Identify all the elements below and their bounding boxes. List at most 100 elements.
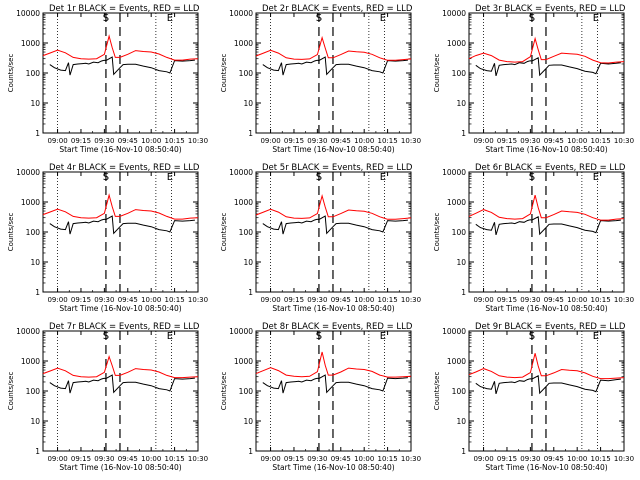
y-tick-label: 10 bbox=[456, 99, 466, 108]
y-tick-label: 10 bbox=[30, 417, 40, 426]
x-tick-label: 09:00 bbox=[260, 296, 280, 304]
y-tick-label: 1 bbox=[35, 288, 40, 297]
panel-title: Det 1r BLACK = Events, RED = LLD bbox=[49, 4, 200, 14]
y-axis-label: Counts/sec bbox=[433, 213, 441, 252]
detector-panel: Det 9r BLACK = Events, RED = LLD 1 10 100 10… bbox=[433, 322, 634, 472]
y-tick-label: 10000 bbox=[229, 327, 253, 336]
x-tick-label: 10:00 bbox=[354, 296, 374, 304]
lld-series-line bbox=[255, 193, 412, 220]
x-tick-label: 09:00 bbox=[473, 296, 493, 304]
y-axis-label: Counts/sec bbox=[220, 213, 228, 252]
y-tick-label: 1000 bbox=[234, 39, 253, 48]
x-tick-label: 10:30 bbox=[188, 137, 208, 145]
event-marker-label: E bbox=[380, 331, 386, 342]
detector-panel: Det 3r BLACK = Events, RED = LLD 1 10 100 10… bbox=[433, 4, 634, 154]
y-tick-label: 10000 bbox=[16, 9, 40, 18]
event-marker-label: E bbox=[593, 13, 599, 24]
y-tick-label: 10000 bbox=[16, 327, 40, 336]
y-tick-label: 100 bbox=[26, 387, 41, 396]
x-tick-label: 09:15 bbox=[284, 455, 304, 463]
x-tick-label: 09:30 bbox=[307, 455, 327, 463]
x-tick-label: 09:15 bbox=[497, 137, 517, 145]
events-series-line bbox=[262, 56, 408, 76]
x-tick-label: 09:45 bbox=[118, 296, 138, 304]
lld-series-line bbox=[468, 353, 625, 380]
x-axis-label: Start Time (16-Nov-10 08:50:40) bbox=[59, 304, 181, 313]
lld-series-line bbox=[468, 194, 625, 221]
y-tick-label: 1 bbox=[248, 447, 253, 456]
x-tick-label: 10:00 bbox=[567, 296, 587, 304]
x-tick-label: 10:00 bbox=[354, 455, 374, 463]
panel-title: Det 9r BLACK = Events, RED = LLD bbox=[475, 322, 626, 332]
y-tick-label: 10 bbox=[456, 258, 466, 267]
panel-title: Det 2r BLACK = Events, RED = LLD bbox=[262, 4, 413, 14]
y-tick-label: 1000 bbox=[234, 198, 253, 207]
x-tick-label: 09:00 bbox=[260, 137, 280, 145]
x-tick-label: 10:15 bbox=[591, 137, 611, 145]
y-tick-label: 10000 bbox=[229, 168, 253, 177]
events-series-line bbox=[475, 57, 621, 77]
x-tick-label: 09:00 bbox=[47, 455, 67, 463]
panel-title: Det 6r BLACK = Events, RED = LLD bbox=[475, 163, 626, 173]
x-axis-label: Start Time (16-Nov-10 08:50:40) bbox=[59, 145, 181, 154]
y-tick-label: 1000 bbox=[447, 39, 466, 48]
x-tick-label: 10:15 bbox=[165, 455, 185, 463]
x-axis-label: Start Time (16-Nov-10 08:50:40) bbox=[272, 463, 394, 472]
x-tick-label: 09:45 bbox=[331, 137, 351, 145]
y-tick-label: 1000 bbox=[447, 357, 466, 366]
x-tick-label: 10:00 bbox=[567, 137, 587, 145]
events-series-line bbox=[49, 215, 195, 235]
detector-panel: Det 4r BLACK = Events, RED = LLD 1 10 100 10… bbox=[7, 163, 208, 313]
x-tick-label: 10:15 bbox=[591, 455, 611, 463]
y-tick-label: 1000 bbox=[21, 39, 40, 48]
lld-series-line bbox=[468, 36, 625, 64]
event-marker-label: S bbox=[529, 13, 535, 24]
lld-series-line bbox=[42, 354, 199, 379]
x-axis-label: Start Time (16-Nov-10 08:50:40) bbox=[272, 304, 394, 313]
y-tick-label: 1 bbox=[461, 447, 466, 456]
x-axis-label: Start Time (16-Nov-10 08:50:40) bbox=[485, 304, 607, 313]
y-tick-label: 10 bbox=[243, 99, 253, 108]
x-tick-label: 09:30 bbox=[520, 137, 540, 145]
y-axis-label: Counts/sec bbox=[220, 372, 228, 411]
x-tick-label: 10:30 bbox=[614, 455, 634, 463]
y-tick-label: 1000 bbox=[21, 357, 40, 366]
x-axis-label: Start Time (16-Nov-10 08:50:40) bbox=[272, 145, 394, 154]
y-tick-label: 1 bbox=[461, 288, 466, 297]
events-series-line bbox=[475, 216, 621, 236]
x-tick-label: 09:00 bbox=[47, 137, 67, 145]
x-tick-label: 10:30 bbox=[401, 296, 421, 304]
x-tick-label: 10:00 bbox=[567, 455, 587, 463]
detector-panel: Det 8r BLACK = Events, RED = LLD 1 10 100 10… bbox=[220, 322, 421, 472]
y-axis-label: Counts/sec bbox=[220, 54, 228, 93]
x-tick-label: 09:45 bbox=[544, 455, 564, 463]
event-marker-label: S bbox=[529, 331, 535, 342]
y-tick-label: 1 bbox=[35, 129, 40, 138]
y-axis-label: Counts/sec bbox=[7, 54, 15, 93]
x-tick-label: 10:00 bbox=[141, 296, 161, 304]
x-axis-label: Start Time (16-Nov-10 08:50:40) bbox=[59, 463, 181, 472]
detector-panel: Det 1r BLACK = Events, RED = LLD 1 10 100 10… bbox=[7, 4, 208, 154]
x-tick-label: 10:15 bbox=[378, 455, 398, 463]
x-tick-label: 09:15 bbox=[497, 455, 517, 463]
y-tick-label: 10000 bbox=[442, 9, 466, 18]
events-series-line bbox=[262, 215, 408, 235]
panel-title: Det 5r BLACK = Events, RED = LLD bbox=[262, 163, 413, 173]
x-axis-label: Start Time (16-Nov-10 08:50:40) bbox=[485, 463, 607, 472]
x-tick-label: 09:15 bbox=[497, 296, 517, 304]
x-tick-label: 09:30 bbox=[94, 137, 114, 145]
x-tick-label: 10:15 bbox=[378, 137, 398, 145]
event-marker-label: E bbox=[167, 13, 173, 24]
y-tick-label: 1 bbox=[248, 129, 253, 138]
x-tick-label: 10:15 bbox=[591, 296, 611, 304]
event-marker-label: E bbox=[167, 172, 173, 183]
y-tick-label: 10000 bbox=[16, 168, 40, 177]
y-tick-label: 1000 bbox=[21, 198, 40, 207]
events-series-line bbox=[49, 374, 195, 394]
event-marker-label: E bbox=[593, 331, 599, 342]
y-tick-label: 100 bbox=[26, 69, 41, 78]
lld-series-line bbox=[255, 35, 412, 61]
y-tick-label: 1 bbox=[461, 129, 466, 138]
x-tick-label: 09:15 bbox=[71, 137, 91, 145]
x-tick-label: 09:00 bbox=[473, 137, 493, 145]
